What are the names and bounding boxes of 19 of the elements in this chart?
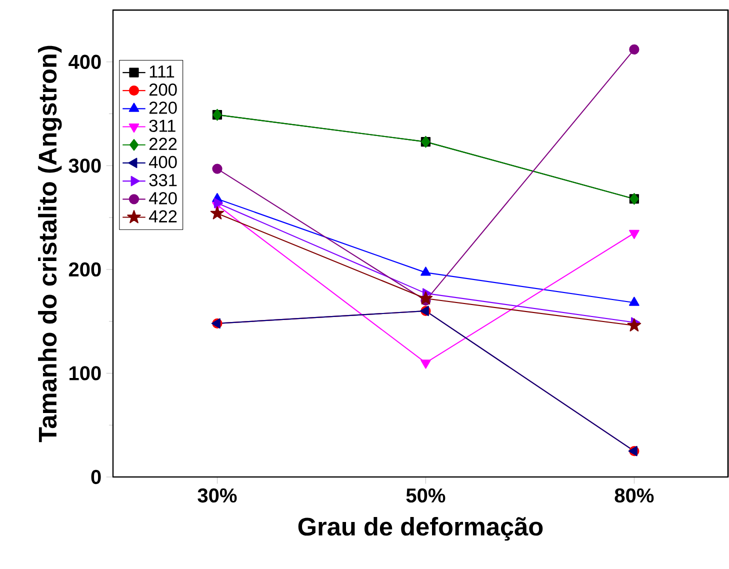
x-tick-label: 30%	[198, 488, 237, 503]
x-tick-label: 50%	[406, 488, 446, 503]
legend-label: 111	[150, 66, 174, 78]
legend-label: 422	[148, 210, 177, 222]
legend-label: 220	[149, 102, 177, 114]
y-tick-label: 400	[68, 54, 101, 69]
y-tick-label: 100	[70, 366, 101, 380]
legend-label: 420	[148, 192, 177, 204]
y-axis-title: Tamanho do cristalito (Angstron)	[38, 46, 62, 442]
legend-label: 200	[149, 83, 177, 96]
y-tick-label: 200	[68, 262, 101, 277]
legend-label: 331	[149, 174, 177, 186]
legend-label: 400	[148, 156, 177, 168]
legend-label: 311	[149, 120, 176, 132]
y-tick-label: 300	[68, 158, 101, 173]
x-axis-title: Grau de deformação	[298, 517, 543, 541]
y-tick-label: 0	[91, 470, 101, 484]
x-tick-label: 80%	[614, 488, 654, 503]
legend-label: 222	[149, 138, 177, 150]
